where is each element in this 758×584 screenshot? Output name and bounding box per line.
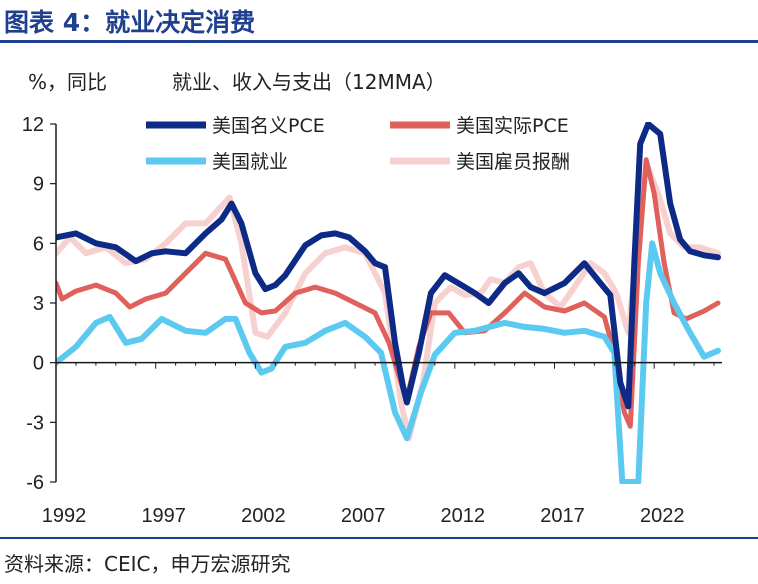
x-tick-label: 1992 bbox=[42, 505, 87, 527]
series-line-1 bbox=[56, 122, 721, 410]
y-axis-unit-label: %，同比 bbox=[28, 70, 108, 94]
legend-label: 美国就业 bbox=[212, 151, 288, 173]
legend-label: 美国雇员报酬 bbox=[456, 151, 570, 173]
y-tick-label: 6 bbox=[33, 233, 44, 255]
x-tick-label: 2012 bbox=[441, 505, 486, 527]
legend-label: 美国实际PCE bbox=[456, 115, 569, 137]
x-tick-label: 1997 bbox=[141, 505, 186, 527]
legend-label: 美国名义PCE bbox=[212, 115, 325, 137]
y-tick-label: -3 bbox=[26, 412, 44, 434]
bottom-rule bbox=[0, 537, 758, 539]
y-tick-label: 9 bbox=[33, 174, 44, 196]
y-tick-label: 0 bbox=[33, 353, 44, 375]
title-rule bbox=[0, 40, 758, 43]
y-tick-label: -6 bbox=[26, 472, 44, 494]
legend: 美国名义PCE 美国实际PCE 美国就业 美国雇员报酬 bbox=[146, 115, 570, 173]
axes-layer: 12 9 6 3 0 -3 -6 1992 1997 2002 2007 2012 2017 2022 bbox=[22, 114, 722, 527]
figure-title: 图表 4：就业决定消费 bbox=[4, 8, 256, 37]
series-line-3 bbox=[56, 240, 721, 484]
chart-title: 就业、收入与支出（12MMA） bbox=[172, 70, 446, 94]
y-tick-label: 3 bbox=[33, 293, 44, 315]
x-tick-label: 2002 bbox=[241, 505, 286, 527]
x-tick-label: 2022 bbox=[640, 505, 685, 527]
x-tick-label: 2007 bbox=[341, 505, 386, 527]
x-tick-label: 2017 bbox=[540, 505, 585, 527]
series-layer bbox=[56, 122, 721, 484]
source-note: 资料来源：CEIC，申万宏源研究 bbox=[4, 552, 291, 576]
y-tick-label: 12 bbox=[22, 114, 44, 136]
series-line-4 bbox=[56, 160, 721, 442]
